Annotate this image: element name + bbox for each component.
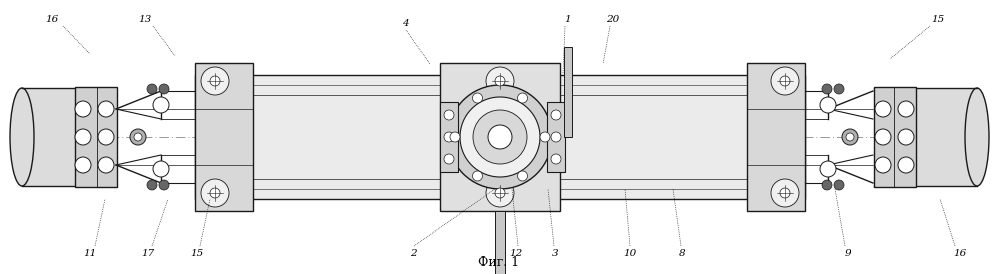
Circle shape: [495, 76, 505, 86]
Circle shape: [130, 129, 146, 145]
Circle shape: [771, 179, 799, 207]
Circle shape: [486, 179, 514, 207]
Text: 10: 10: [623, 250, 636, 258]
Bar: [195, 75, 805, 199]
Circle shape: [551, 132, 561, 142]
Circle shape: [147, 180, 157, 190]
Circle shape: [834, 180, 844, 190]
Circle shape: [444, 110, 454, 120]
Bar: [747, 63, 805, 211]
Circle shape: [898, 129, 914, 145]
Circle shape: [98, 101, 114, 117]
Circle shape: [147, 84, 157, 94]
Circle shape: [780, 76, 790, 86]
Circle shape: [822, 84, 832, 94]
Circle shape: [473, 110, 527, 164]
Bar: [495, 211, 505, 274]
Bar: [195, 63, 253, 211]
Text: 15: 15: [191, 250, 204, 258]
Circle shape: [551, 154, 561, 164]
Circle shape: [460, 97, 540, 177]
Text: 11: 11: [83, 250, 97, 258]
Bar: [22, 88, 115, 186]
Bar: [874, 87, 916, 187]
Text: Фиг. 1: Фиг. 1: [479, 255, 519, 269]
Circle shape: [153, 97, 169, 113]
Ellipse shape: [965, 88, 989, 186]
Circle shape: [820, 161, 836, 177]
Ellipse shape: [10, 88, 34, 186]
Text: 20: 20: [606, 15, 619, 24]
Bar: [440, 102, 458, 172]
Text: 8: 8: [678, 250, 685, 258]
Circle shape: [75, 129, 91, 145]
Circle shape: [448, 85, 552, 189]
Text: 13: 13: [139, 15, 152, 24]
Circle shape: [473, 93, 483, 103]
Circle shape: [75, 101, 91, 117]
Text: 1: 1: [564, 15, 571, 24]
Circle shape: [820, 97, 836, 113]
Circle shape: [486, 67, 514, 95]
Text: 17: 17: [142, 250, 155, 258]
Circle shape: [75, 157, 91, 173]
Circle shape: [473, 171, 483, 181]
Circle shape: [210, 76, 220, 86]
Circle shape: [488, 125, 512, 149]
Circle shape: [495, 188, 505, 198]
Circle shape: [771, 67, 799, 95]
Text: 16: 16: [953, 250, 967, 258]
Text: 9: 9: [845, 250, 851, 258]
Bar: [440, 63, 560, 211]
Text: 2: 2: [410, 250, 417, 258]
Text: 16: 16: [45, 15, 59, 24]
Circle shape: [450, 132, 460, 142]
Bar: [874, 88, 977, 186]
Circle shape: [134, 133, 142, 141]
Bar: [564, 47, 572, 137]
Bar: [75, 87, 117, 187]
Circle shape: [210, 188, 220, 198]
Circle shape: [875, 129, 891, 145]
Circle shape: [898, 101, 914, 117]
Text: 15: 15: [931, 15, 945, 24]
Circle shape: [842, 129, 858, 145]
Circle shape: [153, 161, 169, 177]
Text: 4: 4: [402, 19, 409, 28]
Circle shape: [834, 84, 844, 94]
Circle shape: [201, 67, 229, 95]
Circle shape: [875, 101, 891, 117]
Text: 12: 12: [509, 250, 522, 258]
Circle shape: [822, 180, 832, 190]
Circle shape: [98, 157, 114, 173]
Circle shape: [98, 129, 114, 145]
Circle shape: [517, 93, 527, 103]
Circle shape: [517, 171, 527, 181]
Circle shape: [444, 132, 454, 142]
Circle shape: [551, 110, 561, 120]
Circle shape: [540, 132, 550, 142]
Circle shape: [444, 154, 454, 164]
Circle shape: [201, 179, 229, 207]
Text: 3: 3: [551, 250, 558, 258]
Circle shape: [846, 133, 854, 141]
Circle shape: [159, 84, 169, 94]
Circle shape: [875, 157, 891, 173]
Bar: [547, 102, 565, 172]
Circle shape: [159, 180, 169, 190]
Circle shape: [780, 188, 790, 198]
Circle shape: [898, 157, 914, 173]
